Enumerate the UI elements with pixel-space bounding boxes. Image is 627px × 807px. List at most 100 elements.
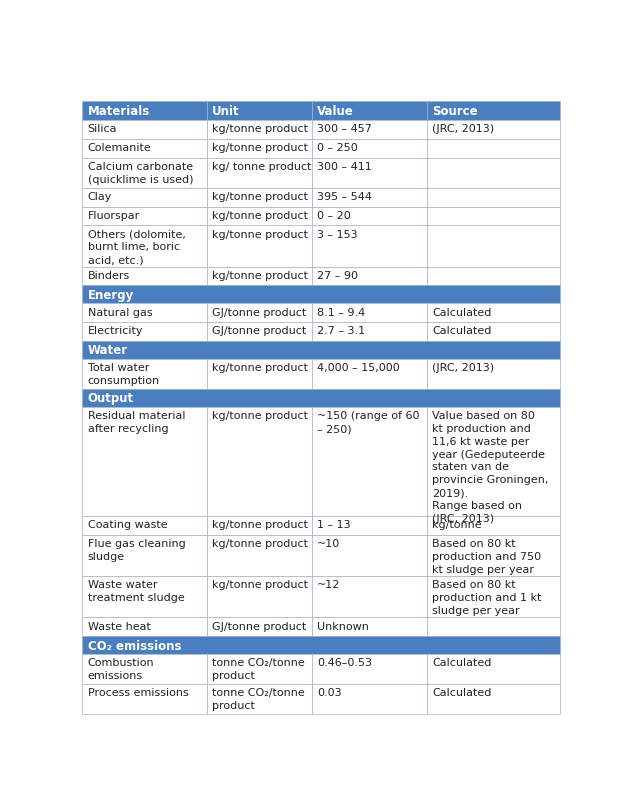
Text: 0 – 20: 0 – 20 bbox=[317, 211, 351, 221]
Bar bbox=[426, 225, 561, 266]
Bar bbox=[82, 341, 561, 359]
Bar bbox=[82, 389, 561, 407]
Text: Process emissions: Process emissions bbox=[88, 688, 189, 698]
Bar bbox=[312, 120, 426, 139]
Text: kg/tonne product: kg/tonne product bbox=[212, 580, 308, 590]
Text: Waste water
treatment sludge: Waste water treatment sludge bbox=[88, 580, 184, 603]
Bar bbox=[206, 120, 312, 139]
Bar bbox=[206, 101, 312, 120]
Bar bbox=[82, 654, 206, 684]
Text: Unknown: Unknown bbox=[317, 621, 369, 632]
Text: 27 – 90: 27 – 90 bbox=[317, 271, 358, 281]
Bar bbox=[312, 516, 426, 535]
Text: Calculated: Calculated bbox=[432, 688, 492, 698]
Bar bbox=[82, 684, 206, 714]
Text: Calculated: Calculated bbox=[432, 659, 492, 668]
Bar bbox=[206, 322, 312, 341]
Text: Based on 80 kt
production and 750
kt sludge per year: Based on 80 kt production and 750 kt slu… bbox=[432, 539, 541, 575]
Bar bbox=[426, 188, 561, 207]
Text: kg/tonne product: kg/tonne product bbox=[212, 211, 308, 221]
Bar bbox=[426, 101, 561, 120]
Text: ~12: ~12 bbox=[317, 580, 340, 590]
Bar bbox=[426, 359, 561, 389]
Text: tonne CO₂/tonne
product: tonne CO₂/tonne product bbox=[212, 688, 305, 711]
Text: kg/tonne product: kg/tonne product bbox=[212, 192, 308, 202]
Text: Clay: Clay bbox=[88, 192, 112, 202]
Bar bbox=[82, 636, 561, 654]
Text: CO₂ emissions: CO₂ emissions bbox=[88, 640, 181, 653]
Bar bbox=[206, 516, 312, 535]
Bar bbox=[312, 157, 426, 188]
Text: kg/tonne product: kg/tonne product bbox=[212, 229, 308, 240]
Bar bbox=[426, 303, 561, 322]
Text: (JRC, 2013): (JRC, 2013) bbox=[432, 124, 494, 134]
Bar bbox=[312, 101, 426, 120]
Bar bbox=[82, 359, 206, 389]
Text: (JRC, 2013): (JRC, 2013) bbox=[432, 363, 494, 373]
Text: 0.03: 0.03 bbox=[317, 688, 342, 698]
Bar bbox=[426, 654, 561, 684]
Bar bbox=[312, 322, 426, 341]
Bar bbox=[312, 576, 426, 617]
Text: Electricity: Electricity bbox=[88, 326, 143, 337]
Text: Natural gas: Natural gas bbox=[88, 307, 152, 318]
Text: kg/tonne product: kg/tonne product bbox=[212, 539, 308, 549]
Bar bbox=[206, 225, 312, 266]
Text: ~150 (range of 60
– 250): ~150 (range of 60 – 250) bbox=[317, 412, 419, 434]
Bar bbox=[426, 207, 561, 225]
Bar bbox=[312, 266, 426, 286]
Bar bbox=[82, 322, 206, 341]
Text: 395 – 544: 395 – 544 bbox=[317, 192, 372, 202]
Bar bbox=[206, 207, 312, 225]
Bar bbox=[82, 101, 206, 120]
Text: kg/ tonne product: kg/ tonne product bbox=[212, 162, 312, 172]
Text: kg/tonne product: kg/tonne product bbox=[212, 521, 308, 530]
Bar bbox=[82, 120, 206, 139]
Text: Energy: Energy bbox=[88, 289, 134, 302]
Bar bbox=[312, 139, 426, 157]
Text: kg/tonne product: kg/tonne product bbox=[212, 363, 308, 373]
Text: kg/tonne product: kg/tonne product bbox=[212, 143, 308, 153]
Text: ~10: ~10 bbox=[317, 539, 340, 549]
Bar bbox=[426, 684, 561, 714]
Bar bbox=[82, 157, 206, 188]
Bar bbox=[312, 207, 426, 225]
Text: GJ/tonne product: GJ/tonne product bbox=[212, 307, 306, 318]
Bar bbox=[206, 139, 312, 157]
Bar bbox=[426, 139, 561, 157]
Text: 4,000 – 15,000: 4,000 – 15,000 bbox=[317, 363, 400, 373]
Text: kg/tonne product: kg/tonne product bbox=[212, 412, 308, 421]
Bar bbox=[206, 157, 312, 188]
Bar bbox=[206, 407, 312, 516]
Text: Calculated: Calculated bbox=[432, 307, 492, 318]
Text: Binders: Binders bbox=[88, 271, 130, 281]
Bar bbox=[82, 188, 206, 207]
Text: 0 – 250: 0 – 250 bbox=[317, 143, 358, 153]
Text: Total water
consumption: Total water consumption bbox=[88, 363, 160, 386]
Text: Fluorspar: Fluorspar bbox=[88, 211, 140, 221]
Bar bbox=[82, 516, 206, 535]
Text: 1 – 13: 1 – 13 bbox=[317, 521, 351, 530]
Bar bbox=[82, 139, 206, 157]
Bar bbox=[312, 359, 426, 389]
Text: 300 – 457: 300 – 457 bbox=[317, 124, 372, 134]
Text: tonne CO₂/tonne
product: tonne CO₂/tonne product bbox=[212, 659, 305, 681]
Bar bbox=[82, 617, 206, 636]
Bar bbox=[312, 303, 426, 322]
Bar bbox=[312, 407, 426, 516]
Bar bbox=[426, 407, 561, 516]
Text: Waste heat: Waste heat bbox=[88, 621, 150, 632]
Text: Value: Value bbox=[317, 105, 354, 118]
Bar bbox=[206, 303, 312, 322]
Bar bbox=[426, 266, 561, 286]
Bar bbox=[206, 188, 312, 207]
Bar bbox=[312, 617, 426, 636]
Text: Silica: Silica bbox=[88, 124, 117, 134]
Bar bbox=[82, 407, 206, 516]
Bar bbox=[206, 359, 312, 389]
Bar bbox=[426, 535, 561, 576]
Text: GJ/tonne product: GJ/tonne product bbox=[212, 326, 306, 337]
Bar bbox=[426, 516, 561, 535]
Text: kg/tonne product: kg/tonne product bbox=[212, 124, 308, 134]
Text: Materials: Materials bbox=[88, 105, 150, 118]
